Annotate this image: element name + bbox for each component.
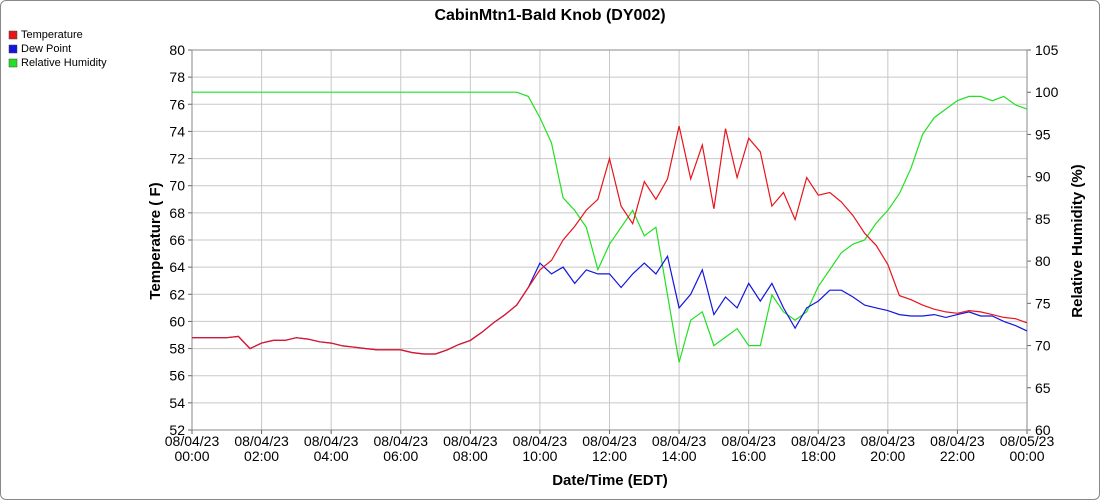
x-tick-label: 08/04/23 00:00 (165, 433, 220, 464)
y-tick-label: 64 (169, 259, 185, 275)
legend-swatch (8, 58, 18, 68)
data-line (192, 91, 1028, 363)
legend-label: Dew Point (21, 43, 71, 55)
y2-tick-label: 75 (1035, 295, 1051, 311)
x-tick-label: 08/04/23 16:00 (721, 433, 776, 464)
y-tick-label: 58 (169, 341, 185, 357)
legend-label: Temperature (21, 29, 83, 41)
y2-tick-label: 105 (1035, 42, 1059, 58)
x-tick-label: 08/04/23 12:00 (582, 433, 637, 464)
y2-tick-label: 90 (1035, 169, 1051, 185)
x-tick-label: 08/04/23 18:00 (791, 433, 846, 464)
x-tick-label: 08/04/23 14:00 (652, 433, 707, 464)
x-tick-label: 08/04/23 08:00 (443, 433, 498, 464)
y-tick-label: 70 (169, 178, 185, 194)
x-tick-label: 08/04/23 06:00 (374, 433, 429, 464)
y2-tick-label: 65 (1035, 380, 1051, 396)
chart-title: CabinMtn1-Bald Knob (DY002) (434, 7, 665, 24)
y-tick-label: 54 (169, 395, 185, 411)
y2-tick-label: 100 (1035, 84, 1059, 100)
data-line (192, 125, 1028, 355)
y-tick-label: 74 (169, 123, 185, 139)
x-tick-label: 08/04/23 04:00 (304, 433, 359, 464)
legend-label: Relative Humidity (21, 57, 107, 69)
y-tick-label: 68 (169, 205, 185, 221)
y-tick-label: 72 (169, 151, 185, 167)
x-tick-label: 08/04/23 10:00 (513, 433, 568, 464)
x-axis-title: Date/Time (EDT) (552, 472, 668, 489)
y-tick-label: 62 (169, 286, 185, 302)
y-tick-label: 60 (169, 313, 185, 329)
y-tick-label: 76 (169, 96, 185, 112)
x-tick-label: 08/04/23 20:00 (861, 433, 916, 464)
y2-tick-label: 95 (1035, 126, 1051, 142)
y2-tick-label: 60 (1035, 422, 1051, 438)
legend-swatch (8, 30, 18, 40)
y-axis-title: Temperature ( F) (147, 182, 164, 299)
x-tick-label: 08/04/23 22:00 (930, 433, 985, 464)
y2-axis-title: Relative Humidity (%) (1069, 164, 1086, 317)
y-tick-label: 80 (169, 42, 185, 58)
x-tick-label: 08/05/23 00:00 (1000, 433, 1055, 464)
y2-tick-label: 70 (1035, 338, 1051, 354)
x-tick-label: 08/04/23 02:00 (234, 433, 289, 464)
y2-tick-label: 85 (1035, 211, 1051, 227)
y-tick-label: 66 (169, 232, 185, 248)
y-tick-label: 56 (169, 368, 185, 384)
y-tick-label: 52 (169, 422, 185, 438)
legend-swatch (8, 44, 18, 54)
y-tick-label: 78 (169, 69, 185, 85)
plot-border (191, 49, 1028, 431)
y2-tick-label: 80 (1035, 253, 1051, 269)
